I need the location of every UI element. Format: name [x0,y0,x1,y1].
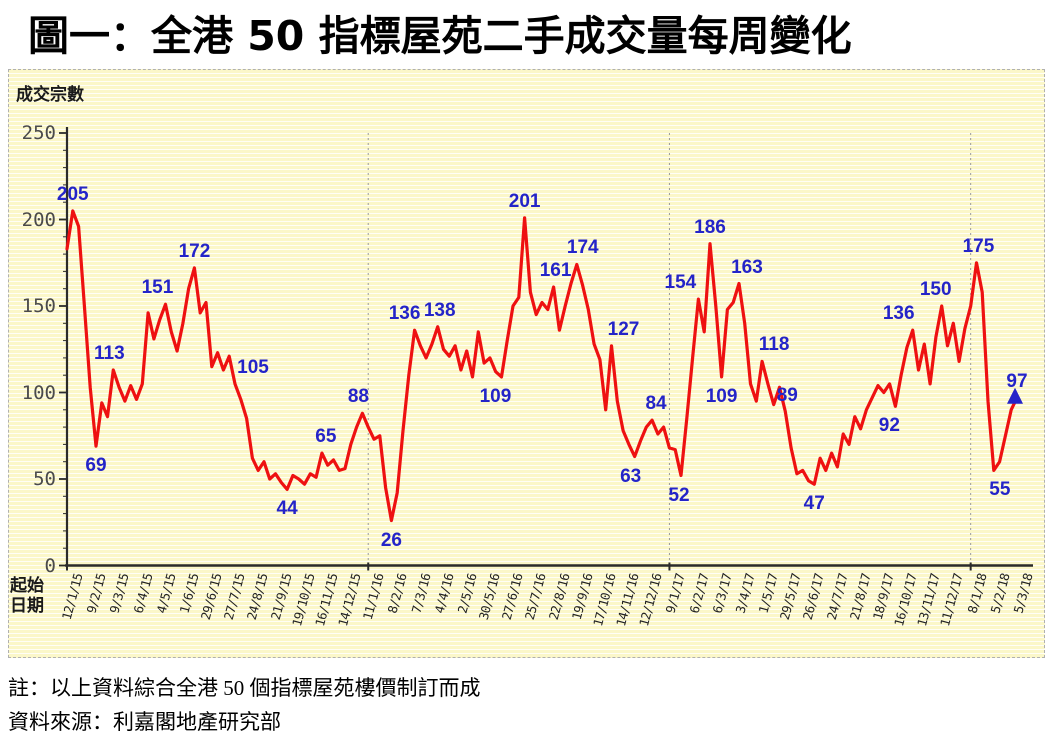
value-label: 63 [620,465,642,487]
value-label: 136 [882,303,915,325]
value-label: 109 [705,385,738,407]
chart-note: 註：以上資料綜合全港 50 個指標屋苑樓價制訂而成 [8,676,481,700]
x-axis-title-line2: 日期 [10,596,44,615]
y-tick-label: 150 [21,295,56,317]
value-label: 136 [388,303,421,325]
y-tick-label: 100 [21,381,56,404]
value-label: 127 [607,318,640,340]
value-label: 92 [878,415,900,437]
value-label: 175 [962,235,995,257]
y-tick-label: 50 [33,468,56,490]
y-tick-label: 200 [21,208,56,231]
value-label: 52 [668,484,690,506]
value-label: 172 [178,240,211,262]
value-label: 154 [664,272,697,294]
chart-source: 資料來源：利嘉閣地產研究部 [8,710,281,734]
value-label: 205 [56,183,89,205]
value-label: 97 [1006,370,1028,392]
value-label: 201 [508,190,541,212]
value-label: 174 [566,237,599,259]
value-label: 186 [694,216,726,238]
y-axis-title: 成交宗數 [16,85,84,104]
value-label: 89 [776,384,798,406]
value-label: 138 [423,299,456,321]
value-label: 118 [758,334,790,356]
value-label: 151 [141,277,174,299]
y-tick-label: 250 [21,122,56,144]
x-axis-title: 起始 日期 [10,576,44,616]
value-label: 47 [803,493,825,515]
value-label: 105 [237,356,269,378]
value-label: 26 [380,529,402,551]
y-tick-label: 0 [44,554,56,577]
value-label: 44 [276,498,298,520]
value-label: 69 [85,455,107,477]
value-label: 163 [731,256,763,278]
value-label: 113 [94,343,125,364]
value-label: 150 [919,279,952,300]
value-label: 55 [989,479,1011,501]
transactions-line-series [65,209,1019,523]
value-label: 109 [479,385,512,407]
value-label: 84 [645,393,667,415]
chart-panel [8,69,1045,658]
value-label: 161 [539,259,572,281]
latest-point-arrow-icon [1007,387,1024,404]
x-axis-title-line1: 起始 [10,576,44,595]
value-label: 65 [315,426,337,448]
value-label: 88 [347,386,369,408]
chart-title: 圖一：全港 50 指標屋苑二手成交量每周變化 [28,12,852,60]
